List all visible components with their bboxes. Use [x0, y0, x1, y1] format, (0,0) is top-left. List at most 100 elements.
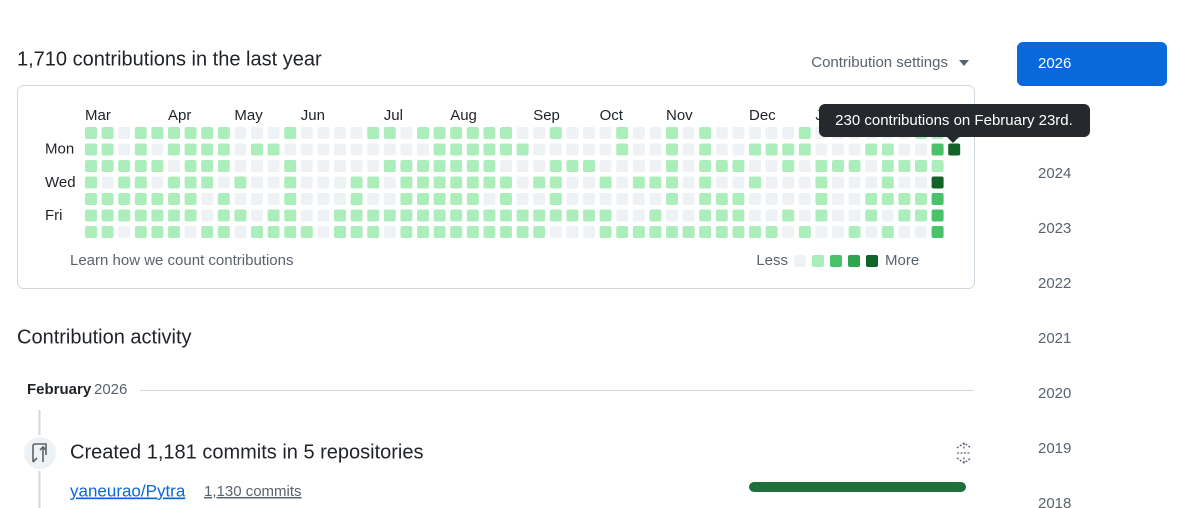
contribution-day[interactable]	[367, 143, 380, 156]
contribution-day[interactable]	[549, 193, 562, 205]
contribution-day[interactable]	[832, 193, 844, 205]
contribution-day[interactable]	[815, 143, 828, 156]
contribution-day[interactable]	[417, 176, 429, 189]
contribution-day[interactable]	[300, 193, 313, 205]
contribution-day[interactable]	[682, 209, 695, 222]
contribution-day[interactable]	[134, 176, 147, 189]
contribution-day[interactable]	[284, 209, 297, 222]
contribution-day[interactable]	[881, 160, 894, 172]
contribution-day[interactable]	[898, 143, 911, 156]
contribution-day[interactable]	[334, 160, 346, 172]
contribution-day[interactable]	[483, 176, 496, 189]
contribution-day[interactable]	[715, 209, 728, 222]
contribution-day[interactable]	[118, 127, 131, 139]
contribution-day[interactable]	[749, 143, 761, 156]
contribution-day[interactable]	[682, 193, 695, 205]
contribution-day[interactable]	[317, 209, 330, 222]
contribution-day[interactable]	[798, 143, 811, 156]
contribution-day[interactable]	[632, 143, 645, 156]
contribution-day[interactable]	[101, 127, 114, 139]
contribution-day[interactable]	[715, 143, 728, 156]
contribution-day[interactable]	[85, 193, 97, 205]
contribution-day[interactable]	[101, 193, 114, 205]
contribution-day[interactable]	[201, 209, 214, 222]
contribution-day[interactable]	[616, 176, 629, 189]
contribution-day[interactable]	[549, 127, 562, 139]
contribution-day[interactable]	[765, 160, 778, 172]
contribution-day[interactable]	[881, 209, 894, 222]
contribution-day[interactable]	[616, 160, 629, 172]
contribution-day[interactable]	[367, 226, 380, 238]
year-link[interactable]: 2024	[1038, 165, 1071, 182]
contribution-day[interactable]	[500, 160, 512, 172]
contribution-day[interactable]	[765, 143, 778, 156]
contribution-day[interactable]	[433, 209, 446, 222]
contribution-day[interactable]	[749, 209, 761, 222]
contribution-day[interactable]	[400, 193, 413, 205]
contribution-day[interactable]	[350, 160, 363, 172]
contribution-day[interactable]	[500, 127, 512, 139]
contribution-day[interactable]	[217, 226, 230, 238]
contribution-day[interactable]	[300, 127, 313, 139]
contribution-day[interactable]	[400, 160, 413, 172]
contribution-day[interactable]	[699, 143, 712, 156]
contribution-day[interactable]	[516, 176, 529, 189]
contribution-day[interactable]	[267, 226, 280, 238]
contribution-day[interactable]	[450, 209, 463, 222]
contribution-day[interactable]	[533, 193, 546, 205]
contribution-day[interactable]	[898, 176, 911, 189]
contribution-day[interactable]	[848, 160, 861, 172]
contribution-day[interactable]	[201, 226, 214, 238]
contribution-day[interactable]	[865, 176, 878, 189]
contribution-day[interactable]	[234, 176, 247, 189]
learn-link[interactable]: Learn how we count contributions	[70, 252, 293, 269]
contribution-day[interactable]	[815, 193, 828, 205]
contribution-day[interactable]	[251, 127, 263, 139]
contribution-day[interactable]	[599, 143, 612, 156]
contribution-day[interactable]	[765, 127, 778, 139]
contribution-day[interactable]	[184, 226, 197, 238]
contribution-day[interactable]	[284, 226, 297, 238]
contribution-day[interactable]	[284, 143, 297, 156]
contribution-day[interactable]	[832, 226, 844, 238]
contribution-day[interactable]	[317, 127, 330, 139]
contribution-day[interactable]	[400, 226, 413, 238]
contribution-day[interactable]	[85, 143, 97, 156]
contribution-day[interactable]	[666, 160, 678, 172]
contribution-day[interactable]	[749, 226, 761, 238]
contribution-day[interactable]	[699, 209, 712, 222]
year-button-selected[interactable]	[1017, 42, 1167, 86]
contribution-day[interactable]	[798, 160, 811, 172]
contribution-day[interactable]	[367, 127, 380, 139]
contribution-day[interactable]	[566, 226, 579, 238]
contribution-day[interactable]	[583, 226, 595, 238]
contribution-day[interactable]	[367, 209, 380, 222]
contribution-day[interactable]	[334, 143, 346, 156]
contribution-day[interactable]	[915, 226, 927, 238]
contribution-day[interactable]	[234, 209, 247, 222]
contribution-day[interactable]	[383, 127, 396, 139]
year-link[interactable]: 2022	[1038, 275, 1071, 292]
contribution-day[interactable]	[832, 209, 844, 222]
contribution-day[interactable]	[217, 176, 230, 189]
repo-link[interactable]: yaneurao/Pytra	[70, 481, 186, 500]
contribution-day[interactable]	[832, 160, 844, 172]
contribution-day[interactable]	[466, 127, 479, 139]
contribution-day[interactable]	[848, 143, 861, 156]
contribution-day[interactable]	[583, 209, 595, 222]
contribution-day[interactable]	[168, 209, 180, 222]
contribution-day[interactable]	[450, 143, 463, 156]
contribution-day[interactable]	[782, 226, 795, 238]
contribution-day[interactable]	[383, 160, 396, 172]
contribution-day[interactable]	[732, 193, 745, 205]
contribution-day[interactable]	[500, 143, 512, 156]
contribution-day[interactable]	[915, 193, 927, 205]
contribution-day[interactable]	[881, 226, 894, 238]
contribution-day[interactable]	[533, 226, 546, 238]
contribution-day[interactable]	[632, 226, 645, 238]
contribution-day[interactable]	[85, 209, 97, 222]
contribution-day[interactable]	[450, 193, 463, 205]
contribution-day[interactable]	[350, 127, 363, 139]
contribution-day[interactable]	[168, 143, 180, 156]
contribution-day[interactable]	[815, 176, 828, 189]
